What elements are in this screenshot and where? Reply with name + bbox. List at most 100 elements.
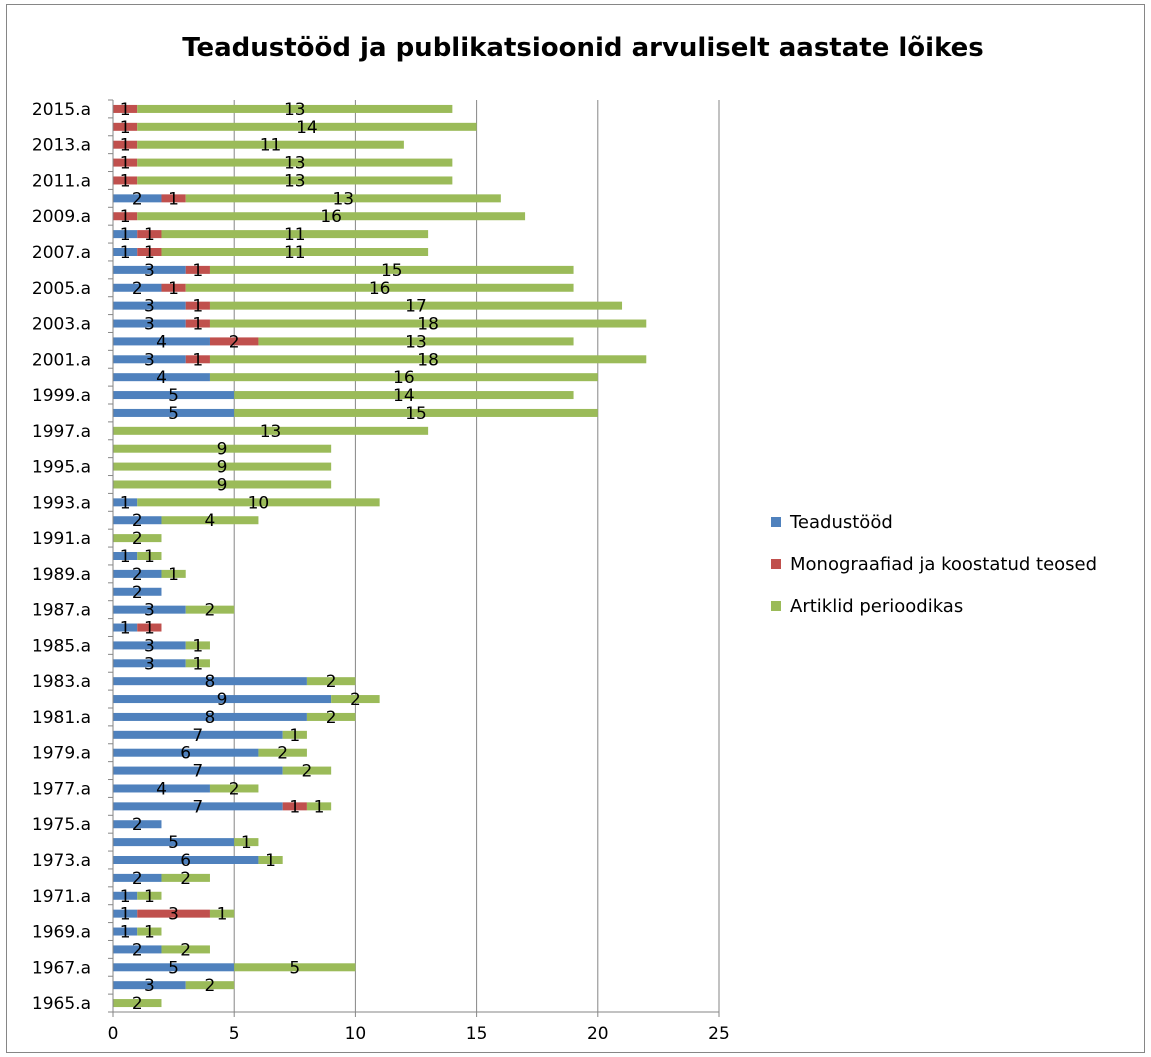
x-tick-label-0: 0	[108, 1024, 119, 1044]
bar-1973.a-s2	[258, 856, 283, 864]
data-label-1980.a-s0: 7	[192, 726, 203, 746]
bar-1999.a-s2	[234, 391, 574, 400]
data-label-1973.a-s2: 1	[265, 851, 276, 871]
data-label-2005.a-s2: 16	[369, 279, 391, 299]
data-label-1990.a-s2: 1	[144, 547, 155, 567]
data-labels: 23 25 52 21 11 3 11 12 26 15 127 1 14 27 26 27 18 29 28 23 1…	[120, 100, 439, 1014]
bar-1998.a-s2	[234, 408, 598, 417]
data-label-1967.a-s0: 5	[168, 958, 179, 978]
bar-1989.a-s2	[161, 569, 186, 578]
y-tick-label-1971.a: 1971.a	[32, 887, 91, 907]
bar-2001.a-s0	[113, 355, 186, 364]
x-tick-label-2: 10	[345, 1024, 367, 1044]
data-label-1978.a-s0: 7	[192, 762, 203, 782]
data-label-1986.a-s0: 1	[120, 619, 131, 639]
bar-2000.a-s2	[209, 373, 598, 382]
bar-2005.a-s0	[113, 283, 162, 292]
data-label-2003.a-s1: 1	[192, 315, 203, 335]
data-label-2010.a-s0: 2	[132, 189, 143, 209]
y-tick-label-1979.a: 1979.a	[32, 744, 91, 764]
data-label-1966.a-s0: 3	[144, 976, 155, 996]
data-label-2011.a-s2: 13	[284, 171, 306, 191]
data-label-2003.a-s2: 18	[417, 315, 439, 335]
data-label-2013.a-s1: 1	[120, 136, 131, 156]
bar-2003.a-s1	[185, 319, 210, 328]
y-tick-label-1983.a: 1983.a	[32, 672, 91, 692]
data-label-1965.a-s2: 2	[132, 994, 143, 1014]
y-tick-label-1995.a: 1995.a	[32, 458, 91, 478]
bar-1990.a-s0	[113, 552, 138, 560]
x-tick-label-5: 25	[708, 1024, 730, 1044]
y-tick-label-1973.a: 1973.a	[32, 851, 91, 871]
bar-1968.a-s2	[161, 945, 210, 954]
bar-2005.a-s1	[161, 283, 186, 292]
data-label-1970.a-s1: 3	[168, 905, 179, 925]
data-label-2008.a-s2: 11	[284, 225, 306, 245]
data-label-1979.a-s0: 6	[180, 744, 191, 764]
data-label-1976.a-s2: 1	[314, 797, 325, 817]
data-label-1971.a-s2: 1	[144, 887, 155, 907]
data-label-1996.a-s2: 9	[217, 440, 228, 460]
y-tick-label-2011.a: 2011.a	[32, 171, 91, 191]
bar-2000.a-s0	[113, 373, 210, 382]
bar-1966.a-s0	[113, 981, 186, 990]
bar-2006.a-s1	[185, 265, 210, 274]
bar-2015.a-s1	[113, 104, 138, 113]
data-label-1998.a-s0: 5	[168, 404, 179, 424]
data-label-2010.a-s1: 1	[168, 189, 179, 209]
data-label-1992.a-s2: 4	[205, 511, 216, 531]
y-tick-label-2007.a: 2007.a	[32, 243, 91, 263]
bar-1993.a-s0	[113, 498, 138, 507]
bar-1983.a-s0	[113, 677, 307, 686]
bar-1971.a-s2	[137, 891, 162, 900]
y-tick-label-2001.a: 2001.a	[32, 350, 91, 370]
data-label-2006.a-s0: 3	[144, 261, 155, 281]
bar-2010.a-s2	[185, 194, 501, 203]
legend: Teadustööd Monograafiad ja koostatud teos…	[771, 512, 1097, 617]
bar-2011.a-s1	[113, 176, 138, 185]
data-label-2012.a-s2: 13	[284, 154, 306, 174]
y-tick-label-2005.a: 2005.a	[32, 279, 91, 299]
legend-swatch-2	[771, 601, 781, 611]
data-label-2009.a-s1: 1	[120, 207, 131, 227]
bar-2002.a-s1	[209, 337, 259, 346]
bar-1996.a-s2	[113, 444, 332, 453]
data-label-1972.a-s0: 2	[132, 869, 143, 889]
bar-1980.a-s2	[282, 730, 307, 739]
bar-2007.a-s2	[161, 248, 429, 256]
bar-2002.a-s2	[258, 337, 574, 346]
bar-2009.a-s2	[137, 212, 526, 221]
bar-1983.a-s2	[306, 677, 356, 686]
y-tick-label-1997.a: 1997.a	[32, 422, 91, 442]
data-label-1970.a-s0: 1	[120, 905, 131, 925]
y-tick-label-2015.a: 2015.a	[32, 100, 91, 120]
bar-1976.a-s2	[306, 802, 332, 811]
y-tick-label-1993.a: 1993.a	[32, 493, 91, 513]
bar-1994.a-s2	[113, 480, 332, 489]
bar-1973.a-s0	[113, 856, 259, 864]
y-tick-label-1987.a: 1987.a	[32, 601, 91, 621]
data-label-1982.a-s0: 9	[217, 690, 228, 710]
bar-2004.a-s2	[209, 301, 623, 310]
data-label-2010.a-s2: 13	[332, 189, 354, 209]
data-label-1974.a-s0: 5	[168, 833, 179, 853]
data-label-2013.a-s2: 11	[260, 136, 282, 156]
bar-1969.a-s2	[137, 927, 162, 936]
data-label-1993.a-s0: 1	[120, 493, 131, 513]
bar-1997.a-s2	[113, 426, 429, 435]
data-label-1999.a-s2: 14	[393, 386, 415, 406]
data-label-1995.a-s2: 9	[217, 458, 228, 478]
data-label-1987.a-s0: 3	[144, 601, 155, 621]
y-tick-label-2009.a: 2009.a	[32, 207, 91, 227]
y-tick-label-1965.a: 1965.a	[32, 994, 91, 1014]
legend-label-2: Artiklid perioodikas	[790, 596, 963, 617]
bar-2007.a-s0	[113, 248, 138, 256]
data-label-1968.a-s0: 2	[132, 940, 143, 960]
data-label-1998.a-s2: 15	[405, 404, 427, 424]
bar-2012.a-s2	[137, 158, 453, 167]
data-label-1983.a-s0: 8	[205, 672, 216, 692]
data-label-2004.a-s2: 17	[405, 297, 427, 317]
data-label-1991.a-s2: 2	[132, 529, 143, 549]
data-label-1974.a-s2: 1	[241, 833, 252, 853]
data-label-2001.a-s0: 3	[144, 350, 155, 370]
